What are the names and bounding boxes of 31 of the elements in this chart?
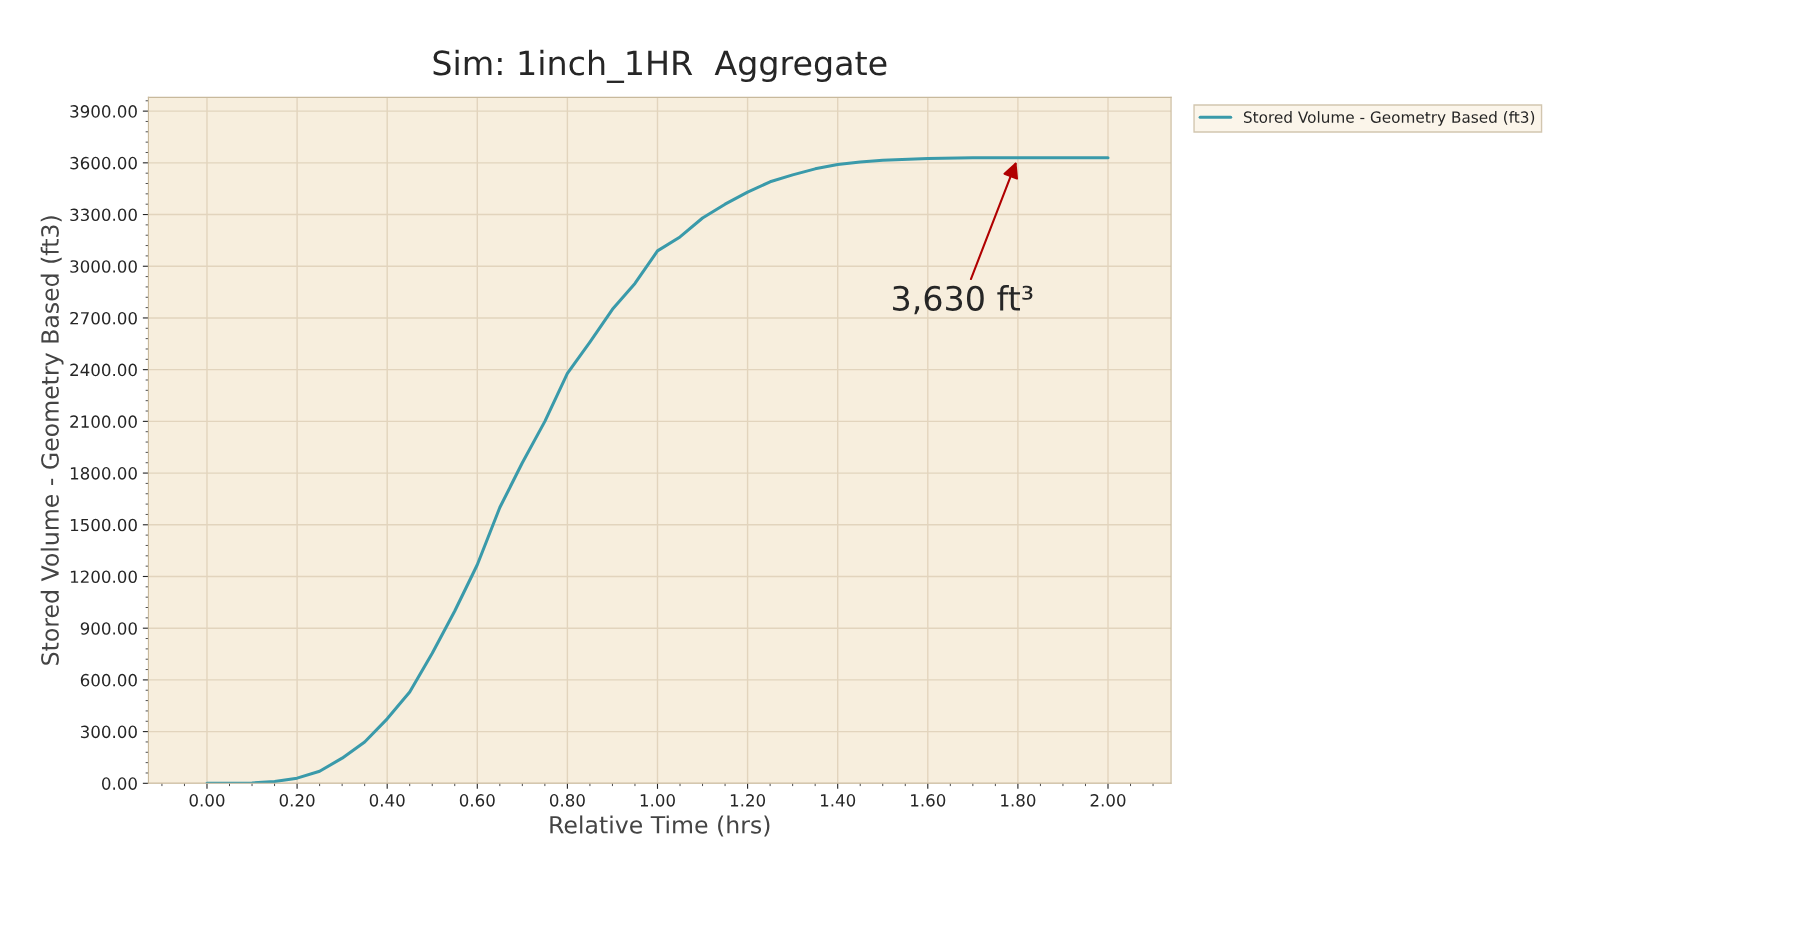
- x-tick-label: 0.60: [459, 794, 495, 807]
- y-axis-title: Stored Volume - Geometry Based (ft3): [40, 216, 64, 665]
- y-tick-label: 3000.00: [70, 260, 137, 273]
- y-tick-label: 1200.00: [70, 570, 137, 584]
- y-tick-label: 3600.00: [70, 156, 137, 170]
- annotation: 3,630 ft³: [893, 285, 1033, 315]
- x-tick-label: 1.40: [820, 794, 856, 807]
- y-tick-label: 900.00: [80, 622, 137, 635]
- x-tick-label: 2.00: [1090, 794, 1126, 807]
- x-axis-title: Relative Time (hrs): [550, 815, 770, 837]
- y-tick-label: 0.00: [101, 777, 137, 790]
- y-tick-label: 300.00: [80, 725, 137, 739]
- line-series: [205, 156, 1110, 784]
- x-tick-label: 0.80: [549, 794, 585, 807]
- x-tick-label: 0.40: [369, 794, 405, 807]
- x-tick-label: 0.00: [189, 794, 225, 807]
- x-tick-label: 1.60: [911, 794, 946, 807]
- y-tick-label: 1800.00: [70, 467, 137, 480]
- y-tick-label: 1500.00: [70, 518, 137, 532]
- legend-label: Stored Volume - Geometry Based (ft3): [1243, 111, 1535, 126]
- chart-title: Sim: 1inch_1HR Aggregate: [433, 49, 887, 83]
- x-tick-label: 1.80: [1001, 794, 1036, 807]
- y-tick-label: 2700.00: [70, 311, 137, 325]
- y-tick-label: 2100.00: [70, 415, 137, 428]
- y-tick-label: 2400.00: [70, 363, 137, 377]
- y-tick-label: 600.00: [80, 673, 137, 687]
- x-tick-label: 0.20: [279, 794, 315, 807]
- x-tick-label: 1.20: [730, 794, 766, 807]
- y-tick-label: 3300.00: [70, 208, 137, 222]
- y-tick-label: 3900.00: [70, 105, 137, 118]
- x-tick-label: 1.00: [640, 794, 675, 807]
